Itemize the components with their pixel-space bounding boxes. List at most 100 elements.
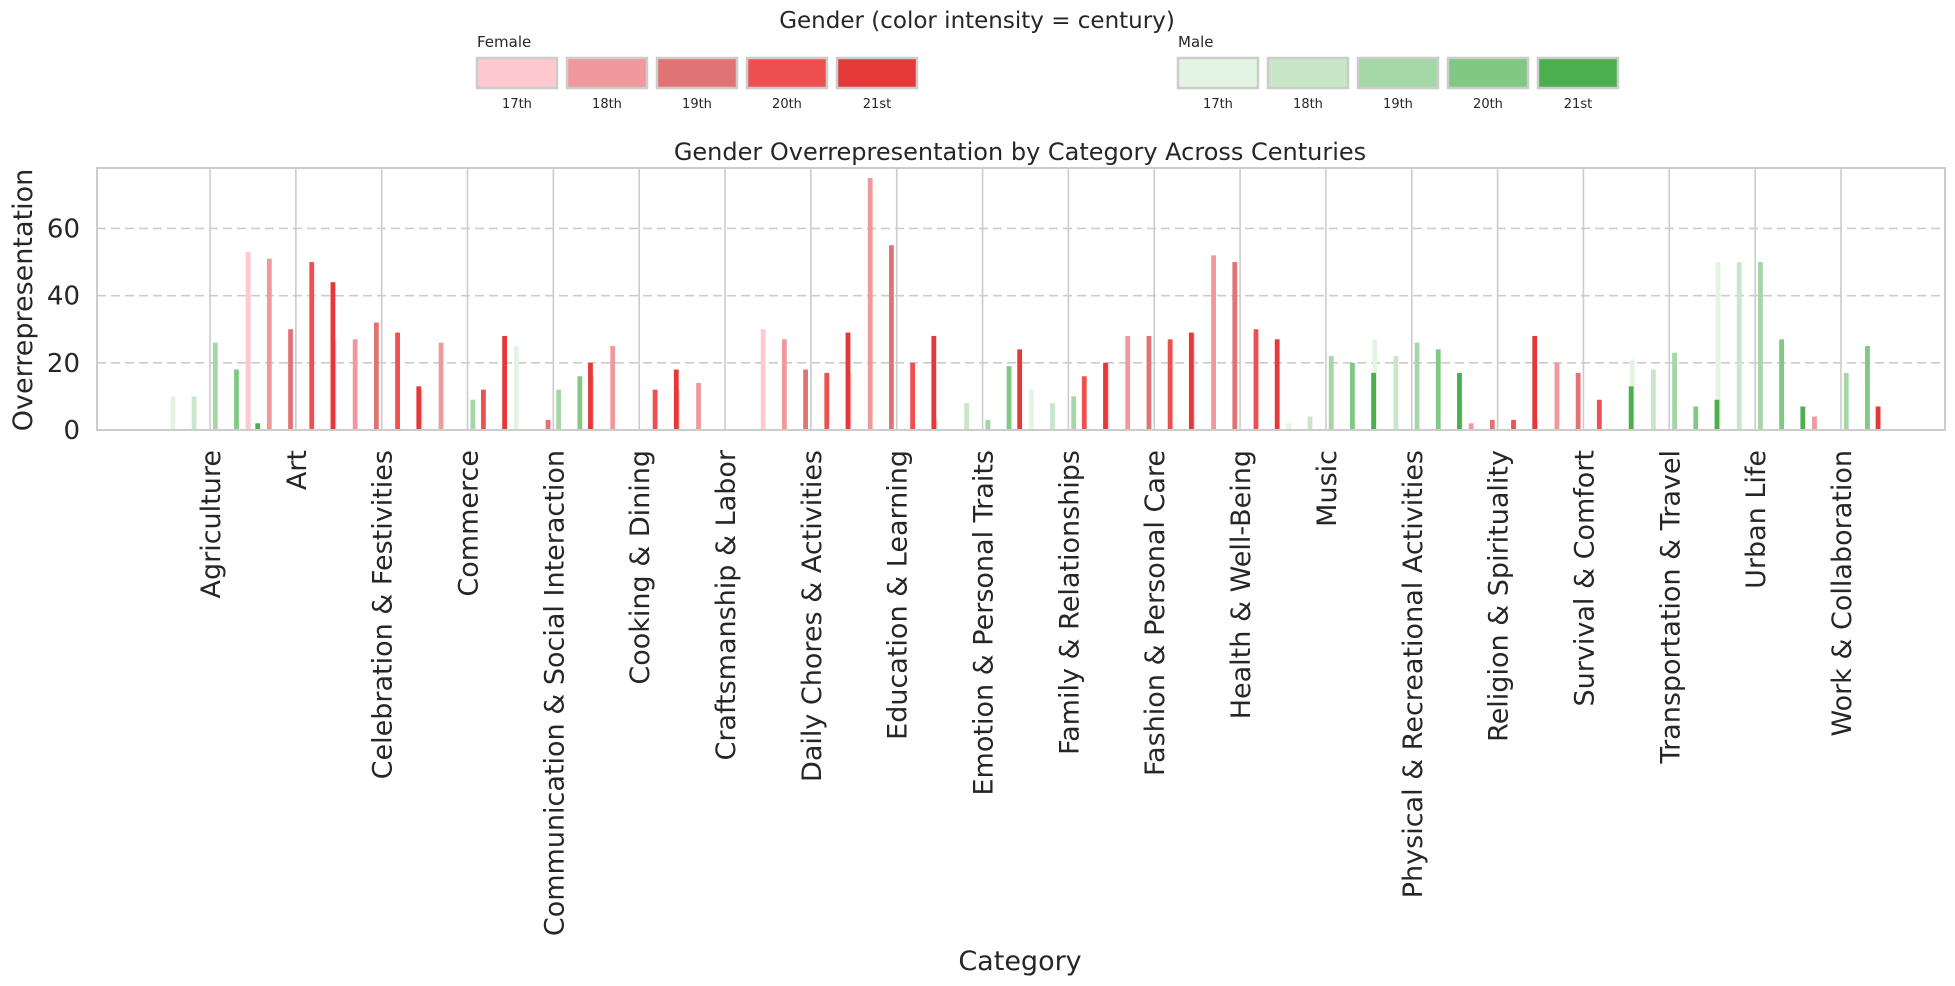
- bar: [1736, 262, 1742, 430]
- x-tick-label: Emotion & Personal Traits: [969, 450, 1000, 796]
- bar: [481, 389, 486, 430]
- bar: [1188, 332, 1194, 430]
- bar: [1672, 352, 1677, 430]
- x-axis-label: Category: [958, 946, 1081, 977]
- bar: [867, 178, 873, 430]
- legend-century-label: 21st: [863, 97, 891, 112]
- bar: [1554, 362, 1560, 430]
- y-tick-label: 40: [47, 282, 80, 312]
- bar: [1371, 372, 1377, 430]
- bar: [652, 389, 658, 430]
- legend-swatch: [1266, 56, 1350, 90]
- x-tick-label: Daily Chores & Activities: [797, 450, 828, 782]
- x-axis-ticks: Agriculture Art Celebration & Festivities C…: [196, 449, 1858, 936]
- bar: [373, 322, 379, 430]
- legend-century-label: 20th: [772, 97, 802, 112]
- legend-swatch: [475, 56, 559, 90]
- legend-swatch: [745, 56, 829, 90]
- bar: [266, 258, 272, 430]
- bar: [556, 389, 562, 430]
- y-tick-label: 60: [47, 214, 80, 244]
- legend-swatch: [655, 56, 739, 90]
- x-tick-label: Art: [282, 450, 313, 490]
- bar: [910, 362, 916, 430]
- y-axis-label: Overrepresentation: [8, 169, 39, 432]
- legend-swatch: [1356, 56, 1440, 90]
- bar: [288, 329, 293, 430]
- bar: [1328, 356, 1334, 430]
- bar: [309, 262, 315, 430]
- bar: [245, 251, 251, 430]
- x-tick-label: Family & Relationships: [1054, 450, 1085, 755]
- bar: [1017, 349, 1023, 430]
- bar: [610, 346, 616, 430]
- bar: [964, 403, 970, 430]
- bar: [673, 369, 679, 430]
- legend-century-label: 18th: [592, 97, 622, 112]
- bar: [191, 396, 197, 430]
- x-tick-label: Cooking & Dining: [625, 450, 656, 685]
- bar: [438, 342, 444, 430]
- chart-title: Gender Overrepresentation by Category Ac…: [674, 138, 1366, 166]
- bar: [513, 346, 519, 430]
- bar: [931, 335, 937, 430]
- legend-swatch: [1446, 56, 1530, 90]
- y-axis-ticks: 0 20 40 60: [47, 214, 80, 446]
- bar: [545, 419, 551, 430]
- bar: [1628, 386, 1634, 430]
- bar: [395, 332, 400, 430]
- bar: [1714, 399, 1720, 430]
- bar: [1071, 396, 1077, 430]
- legend-group-title: Male: [1178, 33, 1214, 51]
- bar: [1307, 416, 1313, 430]
- bar: [1350, 362, 1355, 430]
- bar: [577, 376, 583, 430]
- x-tick-label: Craftsmanship & Labor: [711, 449, 742, 760]
- bar: [1715, 262, 1721, 430]
- legend-century-label: 17th: [502, 97, 532, 112]
- bar: [1575, 372, 1581, 430]
- bar: [1758, 262, 1763, 430]
- legend-century-label: 20th: [1473, 97, 1503, 112]
- legend-swatch: [835, 56, 919, 90]
- bar: [1028, 389, 1034, 430]
- x-tick-label: Survival & Comfort: [1569, 450, 1600, 706]
- bar: [803, 369, 808, 430]
- x-tick-label: Commerce: [454, 450, 485, 597]
- x-tick-label: Transportation & Travel: [1655, 450, 1686, 764]
- x-tick-label: Education & Learning: [883, 450, 914, 740]
- x-tick-label: Fashion & Personal Care: [1140, 450, 1171, 776]
- bar: [1812, 416, 1817, 430]
- bar: [255, 423, 261, 430]
- bar: [1596, 399, 1602, 430]
- x-tick-label: Communication & Social Interaction: [539, 450, 570, 936]
- bar: [1232, 262, 1238, 430]
- bar: [1875, 406, 1881, 430]
- legend-century-label: 19th: [1383, 97, 1413, 112]
- legend-swatch: [565, 56, 649, 90]
- bar: [330, 282, 336, 430]
- bar: [1050, 403, 1055, 430]
- legend-century-label: 18th: [1293, 97, 1323, 112]
- bar: [1146, 335, 1152, 430]
- bar: [985, 419, 991, 430]
- bar: [1865, 346, 1870, 430]
- bar: [502, 335, 508, 430]
- bar: [1435, 349, 1441, 430]
- x-tick-label: Health & Well-Being: [1226, 450, 1257, 719]
- bar: [416, 386, 422, 430]
- legend-century-label: 21st: [1564, 97, 1592, 112]
- legend: Female 17th 18th 19th 20th 21st Male 17th 18th 19…: [475, 33, 1620, 112]
- bar: [1393, 356, 1399, 430]
- bar: [1800, 406, 1806, 430]
- grid: [97, 168, 1945, 430]
- legend-group-title: Female: [477, 33, 531, 51]
- bar: [1511, 419, 1516, 430]
- bar: [352, 339, 358, 430]
- bar: [1489, 419, 1495, 430]
- bar: [1006, 366, 1012, 430]
- bar: [845, 332, 851, 430]
- bar: [1081, 376, 1087, 430]
- x-tick-label: Urban Life: [1741, 450, 1772, 589]
